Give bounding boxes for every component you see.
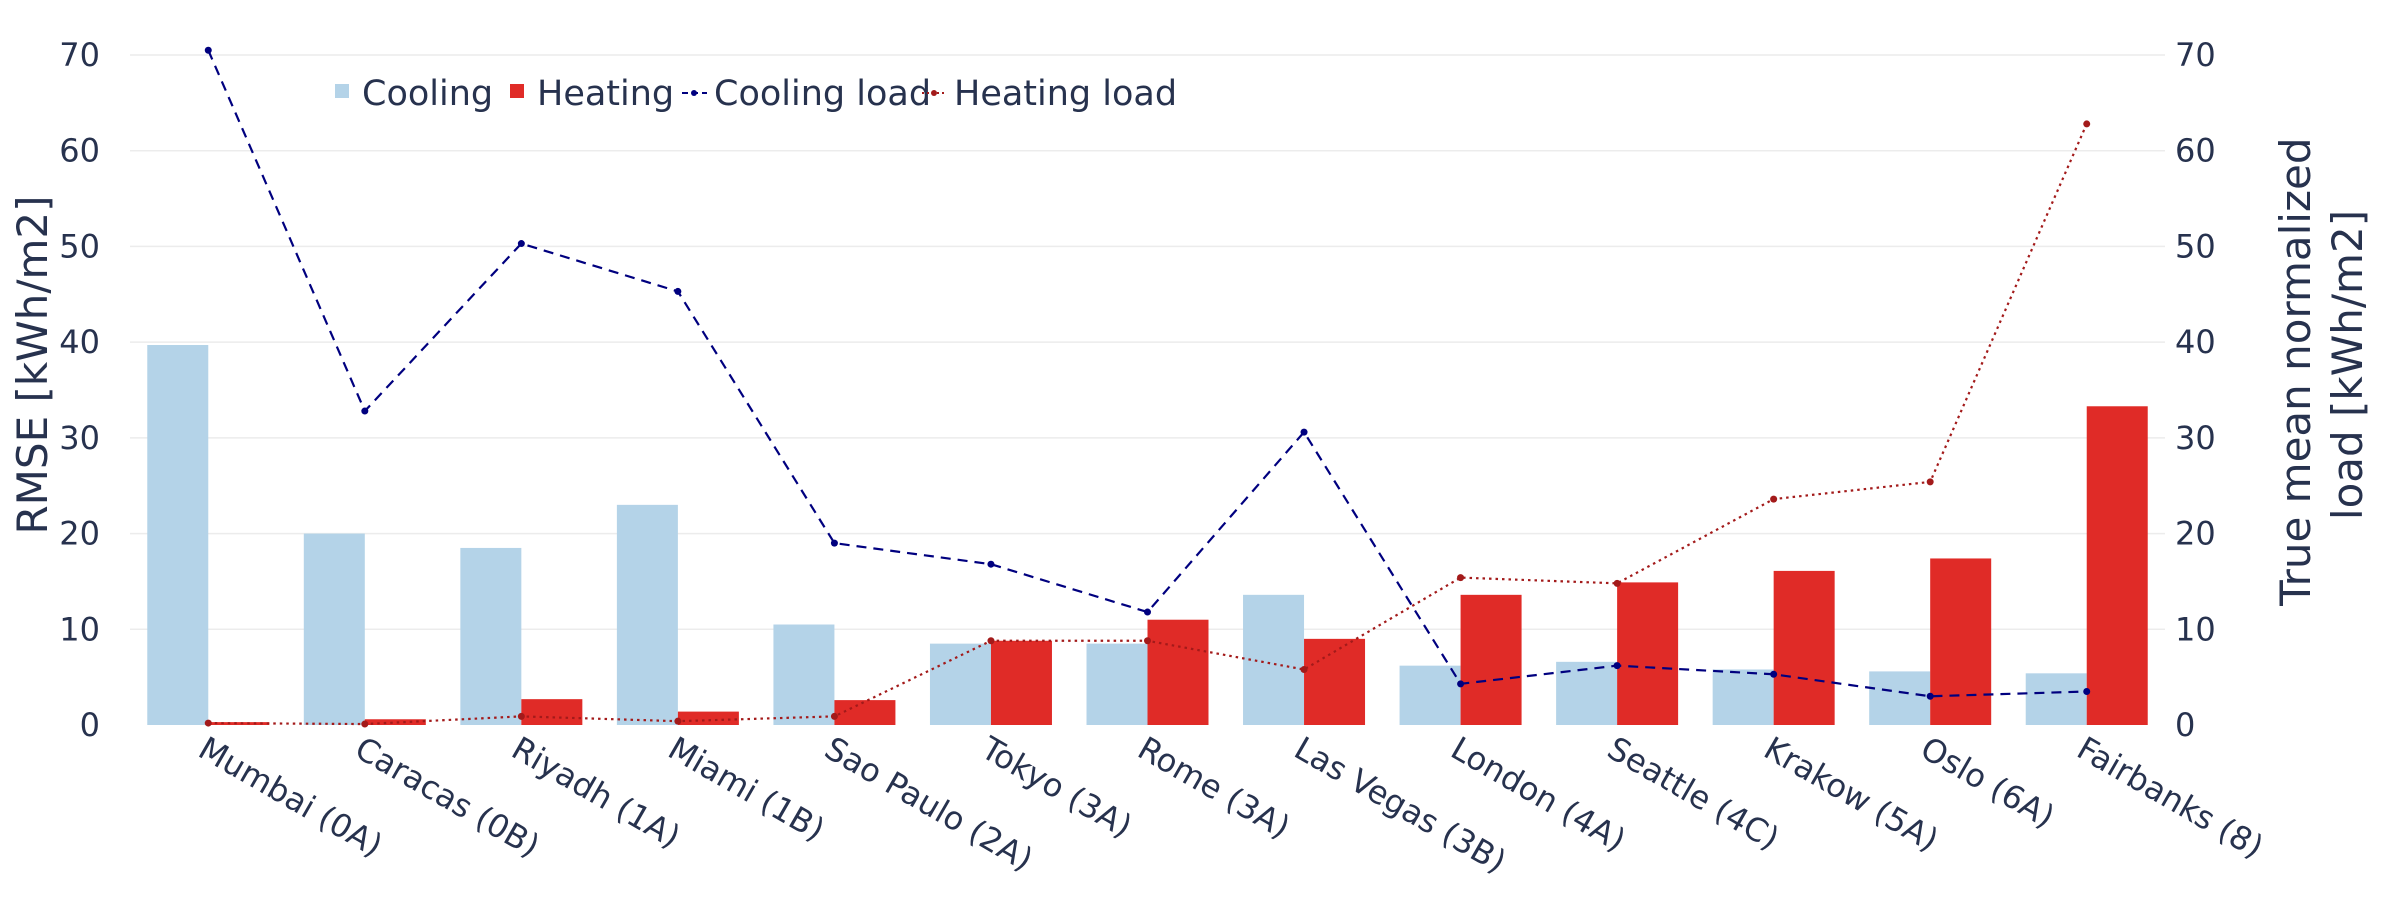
right-axis-tick-label: 60 (2175, 132, 2216, 170)
cooling-load-point (1300, 428, 1308, 436)
cooling-load-point (361, 407, 369, 415)
left-axis-title: RMSE [kWh/m2] (8, 196, 57, 535)
legend: Cooling Heating Cooling load Heating load (335, 74, 1177, 114)
heating-load-point (1926, 478, 1934, 486)
right-axis-tick-label: 70 (2175, 36, 2216, 74)
heating-bar (677, 711, 739, 725)
heating-bar (1304, 638, 1366, 725)
heating-load-point (830, 712, 838, 720)
cooling-bar (929, 643, 991, 725)
cooling-bar (2025, 673, 2087, 725)
bars (147, 345, 2148, 725)
left-axis-tick-label: 50 (59, 227, 100, 265)
heating-legend-swatch (510, 84, 524, 98)
left-axis-tick-label: 40 (59, 323, 100, 361)
category-tick-label: Rome (3A) (1132, 729, 1297, 846)
legend-label: Heating load (954, 74, 1177, 114)
heating-bar (1773, 570, 1835, 725)
right-axis-title: True mean normalized load [kWh/m2] (2271, 124, 2372, 607)
cooling-bar (1086, 643, 1148, 725)
legend-label: Heating (537, 74, 674, 114)
right-axis-title-line-2: load [kWh/m2] (2323, 210, 2372, 520)
heating-load-point (1613, 579, 1621, 587)
cooling-bar (1869, 671, 1931, 725)
cooling-bar (1712, 669, 1774, 725)
left-axis-ticks: 0 10 20 30 40 50 60 70 (59, 36, 100, 744)
heating-bar (834, 700, 896, 725)
cooling-bar (773, 624, 835, 725)
heating-load-point (2083, 120, 2091, 128)
left-axis-tick-label: 70 (59, 36, 100, 74)
cooling-load-point (2083, 688, 2091, 695)
cooling-bar (616, 504, 678, 725)
cooling-bar (460, 547, 522, 725)
heating-load-point (361, 720, 369, 728)
right-axis-tick-label: 30 (2175, 419, 2216, 457)
category-tick-label: Krakow (5A) (1758, 729, 1945, 859)
left-axis-tick-label: 30 (59, 419, 100, 457)
left-axis-tick-label: 20 (59, 515, 100, 553)
cooling-load-point (987, 560, 995, 568)
heating-load-point (987, 637, 995, 645)
cooling-load-point (1770, 670, 1778, 678)
legend-marker (931, 90, 937, 96)
left-axis-tick-label: 0 (80, 706, 100, 744)
right-axis-title-line-1: True mean normalized (2271, 137, 2320, 606)
cooling-load-point (1457, 680, 1465, 688)
cooling-legend-swatch (335, 84, 349, 98)
heating-bar (364, 719, 426, 725)
cooling-load-point (1613, 662, 1621, 670)
cooling-bar (147, 345, 209, 725)
heating-bar (1617, 582, 1679, 725)
left-axis-tick-label: 10 (59, 610, 100, 648)
right-axis-tick-label: 40 (2175, 323, 2216, 361)
category-tick-label: Oslo (6A) (1914, 729, 2061, 836)
gridlines (130, 54, 2165, 631)
cooling-load-point (1926, 692, 1934, 700)
cooling-bar (303, 533, 365, 725)
right-axis-tick-label: 20 (2175, 515, 2216, 553)
heating-bar (1930, 558, 1992, 725)
heating-bar (521, 699, 583, 725)
right-axis-tick-label: 10 (2175, 610, 2216, 648)
cooling-load-point (674, 287, 682, 295)
heating-load-point (1770, 495, 1778, 503)
left-axis-tick-label: 60 (59, 132, 100, 170)
heating-load-point (1457, 574, 1465, 582)
right-axis-tick-label: 0 (2175, 706, 2195, 744)
heating-load-point (1300, 665, 1308, 673)
legend-marker (691, 90, 697, 96)
category-tick-label: Miami (1B) (662, 729, 831, 849)
heating-load-point (674, 717, 682, 725)
right-axis-ticks: 0 10 20 30 40 50 60 70 (2175, 36, 2216, 744)
heating-bar (2086, 406, 2148, 725)
legend-label: Cooling (362, 74, 493, 114)
cooling-bar (1399, 665, 1461, 725)
heating-bar (990, 640, 1052, 725)
cooling-load-point (517, 240, 525, 248)
cooling-load-point (204, 46, 212, 54)
heating-bar (1147, 619, 1209, 725)
right-axis-tick-label: 50 (2175, 227, 2216, 265)
legend-label: Cooling load (714, 74, 931, 114)
cooling-load-point (1144, 608, 1151, 616)
heating-load-point (1144, 637, 1151, 645)
category-axis-ticks: Mumbai (0A)Caracas (0B)Riyadh (1A)Miami … (192, 729, 2270, 881)
heating-load-point (204, 719, 212, 727)
heating-bar (1460, 594, 1522, 725)
cooling-load-point (830, 539, 838, 547)
category-tick-label: Seattle (4C) (1601, 729, 1786, 857)
load-lines (204, 46, 2091, 728)
heating-load-point (517, 712, 525, 720)
cooling-bar (1243, 594, 1305, 725)
category-tick-label: Fairbanks (8) (2071, 729, 2270, 866)
heating-bar (208, 722, 270, 725)
